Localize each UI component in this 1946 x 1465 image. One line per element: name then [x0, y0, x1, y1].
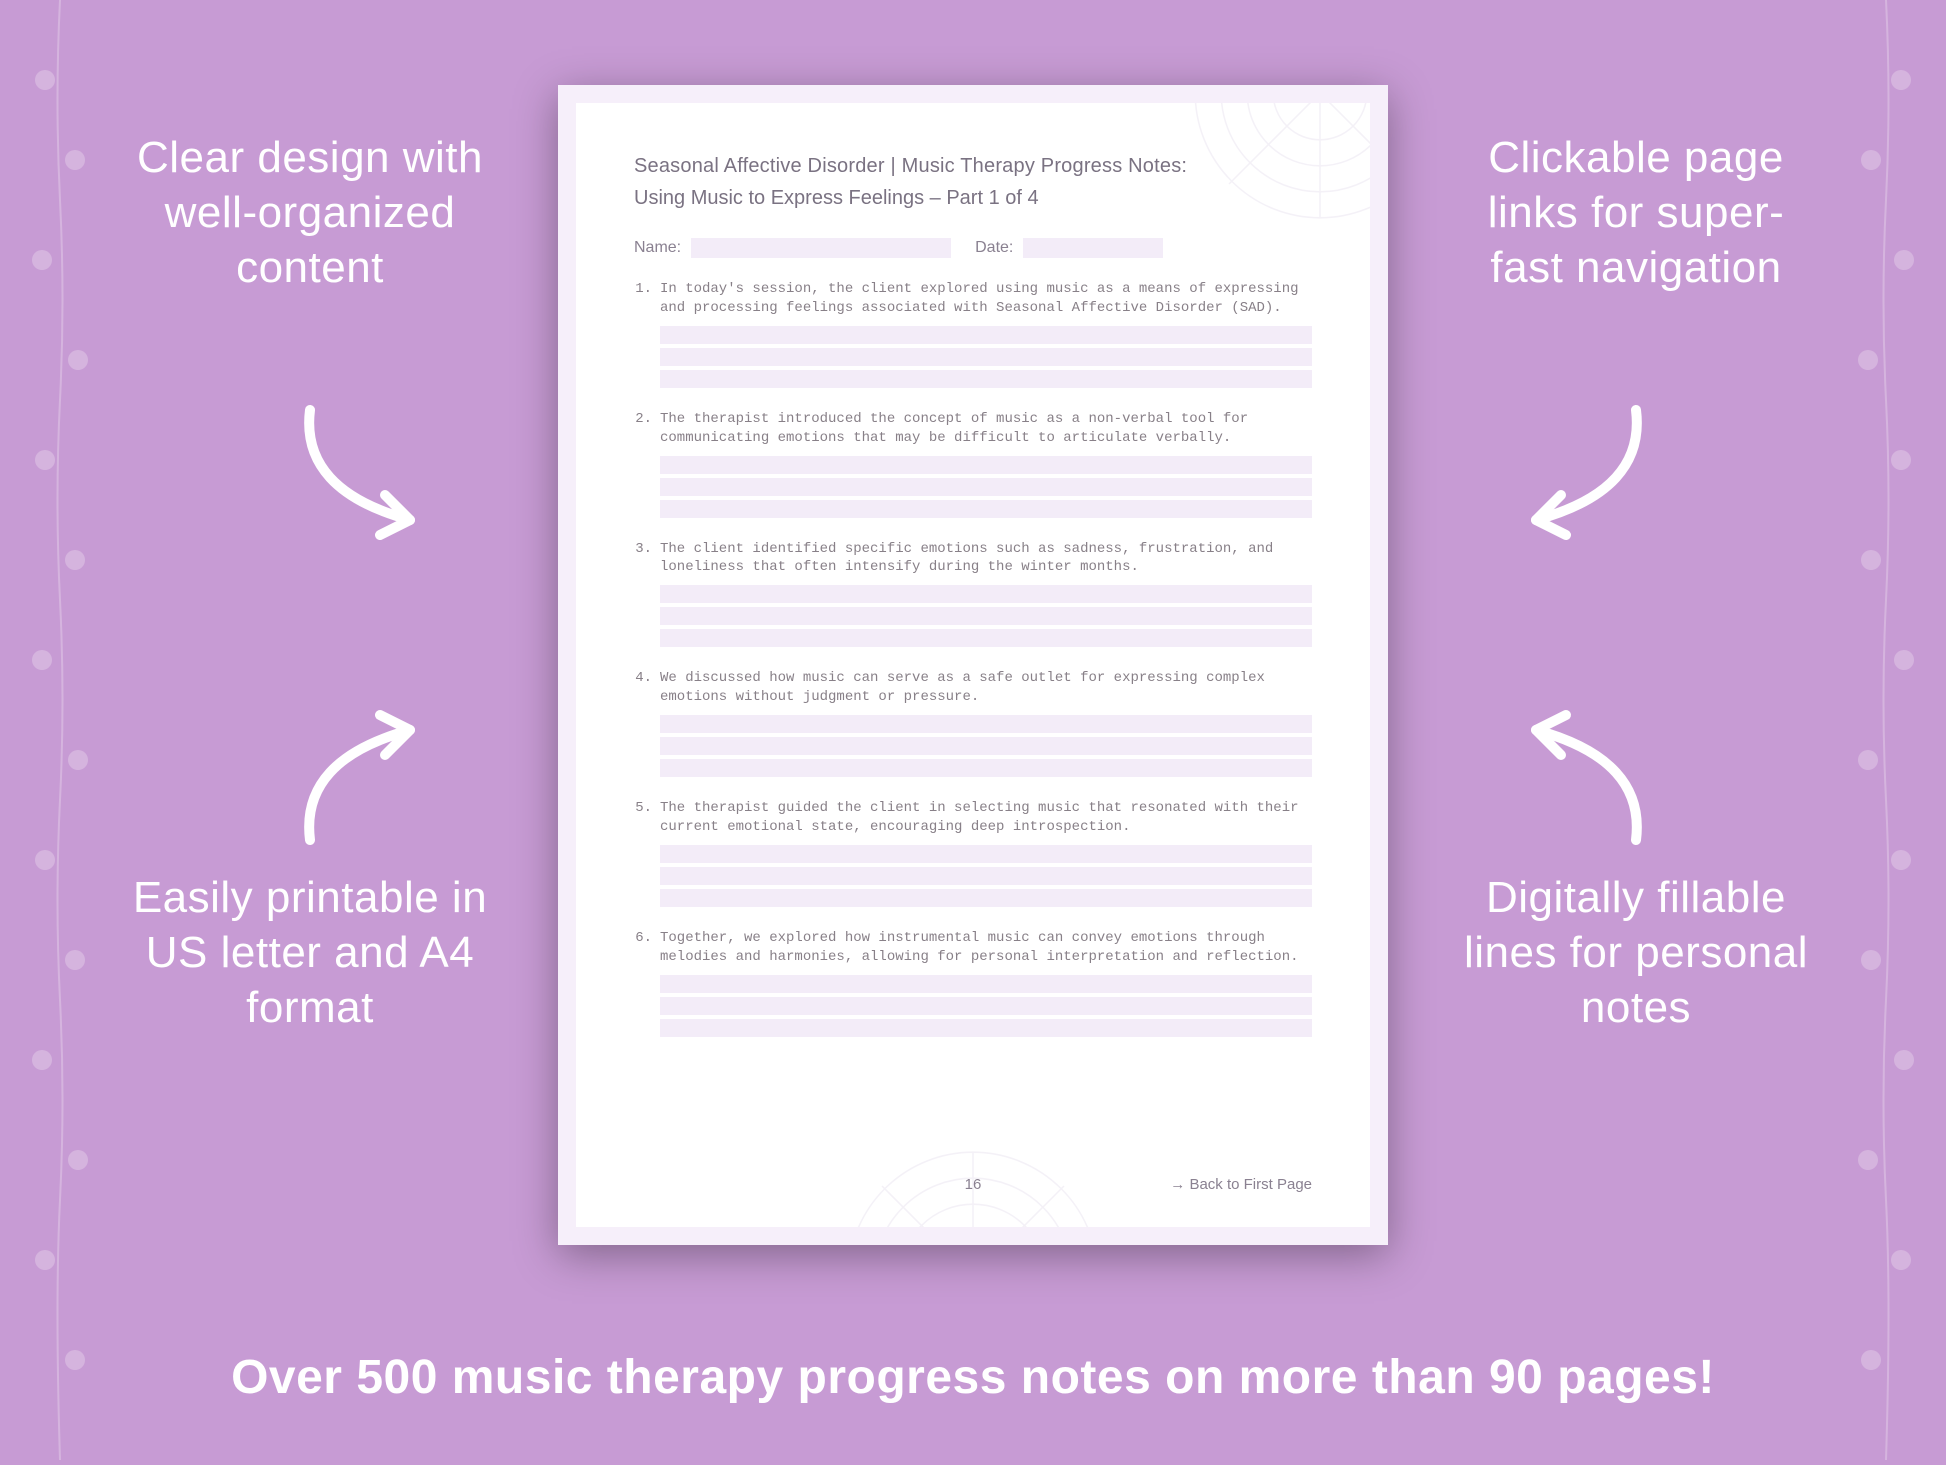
floral-decoration-left [0, 0, 120, 1460]
note-text: Together, we explored how instrumental m… [660, 929, 1312, 967]
fillable-line[interactable] [660, 456, 1312, 474]
note-fill-lines [660, 326, 1312, 388]
note-number: 6. [634, 929, 652, 967]
fillable-line[interactable] [660, 500, 1312, 518]
note-item: 5.The therapist guided the client in sel… [634, 799, 1312, 837]
page-number: 16 [965, 1176, 982, 1193]
arrow-icon [290, 700, 460, 850]
fillable-line[interactable] [660, 348, 1312, 366]
back-to-first-page-link[interactable]: → Back to First Page [1170, 1176, 1312, 1193]
note-fill-lines [660, 975, 1312, 1037]
mandala-decoration-icon [1190, 103, 1370, 223]
name-label: Name: [634, 239, 681, 257]
note-text: We discussed how music can serve as a sa… [660, 669, 1312, 707]
fillable-line[interactable] [660, 889, 1312, 907]
note-text: The therapist guided the client in selec… [660, 799, 1312, 837]
fillable-line[interactable] [660, 585, 1312, 603]
fillable-line[interactable] [660, 607, 1312, 625]
note-text: In today's session, the client explored … [660, 280, 1312, 318]
note-number: 3. [634, 540, 652, 578]
note-item: 3.The client identified specific emotion… [634, 540, 1312, 578]
fillable-line[interactable] [660, 975, 1312, 993]
name-input[interactable] [691, 238, 951, 258]
note-number: 4. [634, 669, 652, 707]
note-item: 4.We discussed how music can serve as a … [634, 669, 1312, 707]
date-input[interactable] [1023, 238, 1163, 258]
document-inner: Seasonal Affective Disorder | Music Ther… [576, 103, 1370, 1227]
fillable-line[interactable] [660, 629, 1312, 647]
note-text: The client identified specific emotions … [660, 540, 1312, 578]
note-number: 2. [634, 410, 652, 448]
callout-bottom-right: Digitally fillable lines for personal no… [1456, 870, 1816, 1035]
note-number: 1. [634, 280, 652, 318]
note-fill-lines [660, 585, 1312, 647]
fillable-line[interactable] [660, 1019, 1312, 1037]
note-item: 1.In today's session, the client explore… [634, 280, 1312, 318]
fillable-line[interactable] [660, 370, 1312, 388]
document-footer: 16 → Back to First Page [634, 1176, 1312, 1193]
fillable-line[interactable] [660, 478, 1312, 496]
fillable-line[interactable] [660, 737, 1312, 755]
document-page: Seasonal Affective Disorder | Music Ther… [558, 85, 1388, 1245]
field-row: Name: Date: [634, 238, 1312, 258]
fillable-line[interactable] [660, 867, 1312, 885]
callout-bottom-left: Easily printable in US letter and A4 for… [130, 870, 490, 1035]
floral-decoration-right [1826, 0, 1946, 1460]
bottom-banner: Over 500 music therapy progress notes on… [0, 1350, 1946, 1405]
note-fill-lines [660, 845, 1312, 907]
note-fill-lines [660, 456, 1312, 518]
callout-top-right: Clickable page links for super-fast navi… [1456, 130, 1816, 295]
arrow-icon [290, 400, 460, 550]
fillable-line[interactable] [660, 759, 1312, 777]
note-text: The therapist introduced the concept of … [660, 410, 1312, 448]
arrow-icon [1486, 700, 1656, 850]
note-fill-lines [660, 715, 1312, 777]
name-field: Name: [634, 238, 951, 258]
fillable-line[interactable] [660, 997, 1312, 1015]
callout-top-left: Clear design with well-organized content [130, 130, 490, 295]
note-item: 2.The therapist introduced the concept o… [634, 410, 1312, 448]
date-field: Date: [975, 238, 1163, 258]
note-item: 6.Together, we explored how instrumental… [634, 929, 1312, 967]
fillable-line[interactable] [660, 715, 1312, 733]
arrow-icon [1486, 400, 1656, 550]
fillable-line[interactable] [660, 845, 1312, 863]
date-label: Date: [975, 239, 1013, 257]
note-number: 5. [634, 799, 652, 837]
fillable-line[interactable] [660, 326, 1312, 344]
